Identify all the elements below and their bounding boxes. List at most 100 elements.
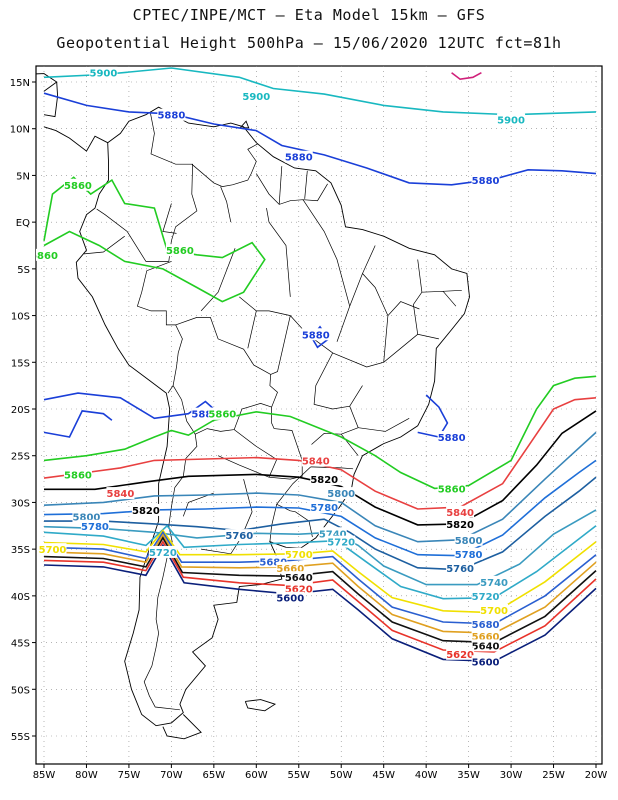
political-border — [310, 466, 354, 470]
contour-label-bg — [157, 108, 186, 121]
political-border — [233, 407, 303, 480]
contour-label-5860: 5860 — [64, 181, 92, 192]
contour-label-5740: 5740 — [319, 529, 347, 540]
contour-label-5800: 5800 — [327, 489, 355, 500]
contour-5840 — [43, 397, 597, 510]
political-border — [278, 166, 283, 205]
lon-tick-label: 65W — [203, 770, 226, 781]
contour-label-5880: 5880 — [302, 330, 330, 341]
contour-label-bg — [165, 244, 194, 257]
contour-label-5720: 5720 — [327, 538, 355, 549]
contour-label-bg — [437, 482, 466, 495]
contour-label-5600: 5600 — [472, 657, 500, 668]
lon-tick-label: 20W — [585, 770, 608, 781]
lon-tick-label: 50W — [330, 770, 353, 781]
contour-label-5720: 5720 — [149, 548, 177, 559]
contour-label-bg — [63, 468, 92, 481]
contour-5880 — [43, 392, 223, 420]
chart-title-line2: Geopotential Height 500hPa – 15/06/2020 … — [56, 34, 562, 52]
contour-5880 — [43, 92, 597, 186]
contour-label-5880: 5880 — [191, 410, 219, 421]
lat-tick-label: EQ — [16, 218, 30, 229]
trinidad-coast — [239, 120, 250, 129]
contour-label-bg — [225, 529, 254, 542]
contour-label-5780: 5780 — [455, 550, 483, 561]
contour-label-5640: 5640 — [285, 573, 313, 584]
contour-label-bg — [72, 510, 101, 523]
contour-label-bg — [301, 454, 330, 467]
contour-label-bg — [471, 639, 500, 652]
contour-label-5900: 5900 — [497, 115, 525, 126]
contour-label-5760: 5760 — [446, 564, 474, 575]
contour-label-bg — [471, 630, 500, 643]
contour-label-5740: 5740 — [480, 578, 508, 589]
contour-label-5780: 5780 — [81, 522, 109, 533]
coastline-and-borders — [36, 73, 470, 740]
contour-label-bg — [284, 547, 313, 560]
contour-label-bg — [106, 487, 135, 500]
contour-label-5620: 5620 — [446, 650, 474, 661]
contour-label-bg — [310, 501, 339, 514]
contour-label-bg — [276, 591, 305, 604]
lat-tick-label: 5N — [16, 171, 30, 182]
contour-label-bg — [327, 487, 356, 500]
contour-label-bg — [284, 571, 313, 584]
political-border — [302, 199, 351, 307]
contour-label-bg — [276, 561, 305, 574]
contour-label-5600: 5600 — [276, 594, 304, 605]
contour-label-bg — [80, 519, 109, 532]
contour-label-5800: 5800 — [73, 512, 101, 523]
contour-label-5760: 5760 — [225, 531, 253, 542]
contour-label-5900: 5900 — [242, 92, 270, 103]
contour-label-bg — [471, 589, 500, 602]
contour-5780 — [43, 459, 597, 557]
axis-ticks: 85W 80W 75W 70W 65W 60W 55W 50W 45W 40W 35W 30W 25W 2… — [10, 78, 608, 781]
contour-5760 — [44, 476, 597, 571]
contour-label-bg — [446, 647, 475, 660]
lat-tick-label: 5S — [17, 265, 30, 276]
contour-5880 — [417, 394, 449, 438]
lon-tick-label: 80W — [75, 770, 98, 781]
lat-tick-label: 15S — [11, 358, 30, 369]
contour-5800 — [43, 431, 597, 543]
contour-label-5840: 5840 — [302, 456, 330, 467]
political-border — [358, 417, 410, 432]
lat-tick-label: 50S — [11, 685, 30, 696]
lat-tick-label: 15N — [10, 78, 30, 89]
contour-5860 — [43, 176, 266, 303]
political-border — [200, 248, 236, 312]
political-border — [443, 289, 462, 292]
political-border — [362, 245, 389, 316]
contour-label-bg — [208, 407, 237, 420]
lon-tick-label: 75W — [118, 770, 141, 781]
political-border — [182, 492, 214, 517]
contour-label-5680: 5680 — [472, 620, 500, 631]
contour-label-5680: 5680 — [259, 557, 287, 568]
political-border — [83, 235, 125, 255]
lon-tick-label: 40W — [415, 770, 438, 781]
contour-label-bg — [471, 617, 500, 630]
lat-tick-label: 10S — [11, 312, 30, 323]
contour-label-5860: 5860 — [438, 484, 466, 495]
political-border — [313, 352, 363, 410]
contour-label-5880: 5880 — [438, 433, 466, 444]
contour-label-5720: 5720 — [472, 592, 500, 603]
contour-5900 — [43, 67, 597, 116]
contour-label-bg — [480, 603, 509, 616]
contour-label-bg — [89, 66, 118, 79]
contour-label-5840: 5840 — [446, 508, 474, 519]
contour-label-5880: 5880 — [285, 153, 313, 164]
lon-tick-label: 25W — [542, 770, 565, 781]
contour-label-5700: 5700 — [285, 550, 313, 561]
political-border — [256, 173, 328, 205]
contour-labels: 5900590059005880588058805880588058805860… — [36, 66, 526, 668]
lon-tick-label: 55W — [287, 770, 310, 781]
contour-label-bg — [497, 113, 526, 126]
political-border — [247, 310, 257, 349]
lat-tick-label: 20S — [11, 405, 30, 416]
falkland-islands-coast — [244, 699, 277, 712]
lon-tick-label: 70W — [160, 770, 183, 781]
contour-label-5700: 5700 — [39, 545, 67, 556]
contour-label-5900: 5900 — [90, 69, 118, 80]
contour-label-bg — [131, 503, 160, 516]
